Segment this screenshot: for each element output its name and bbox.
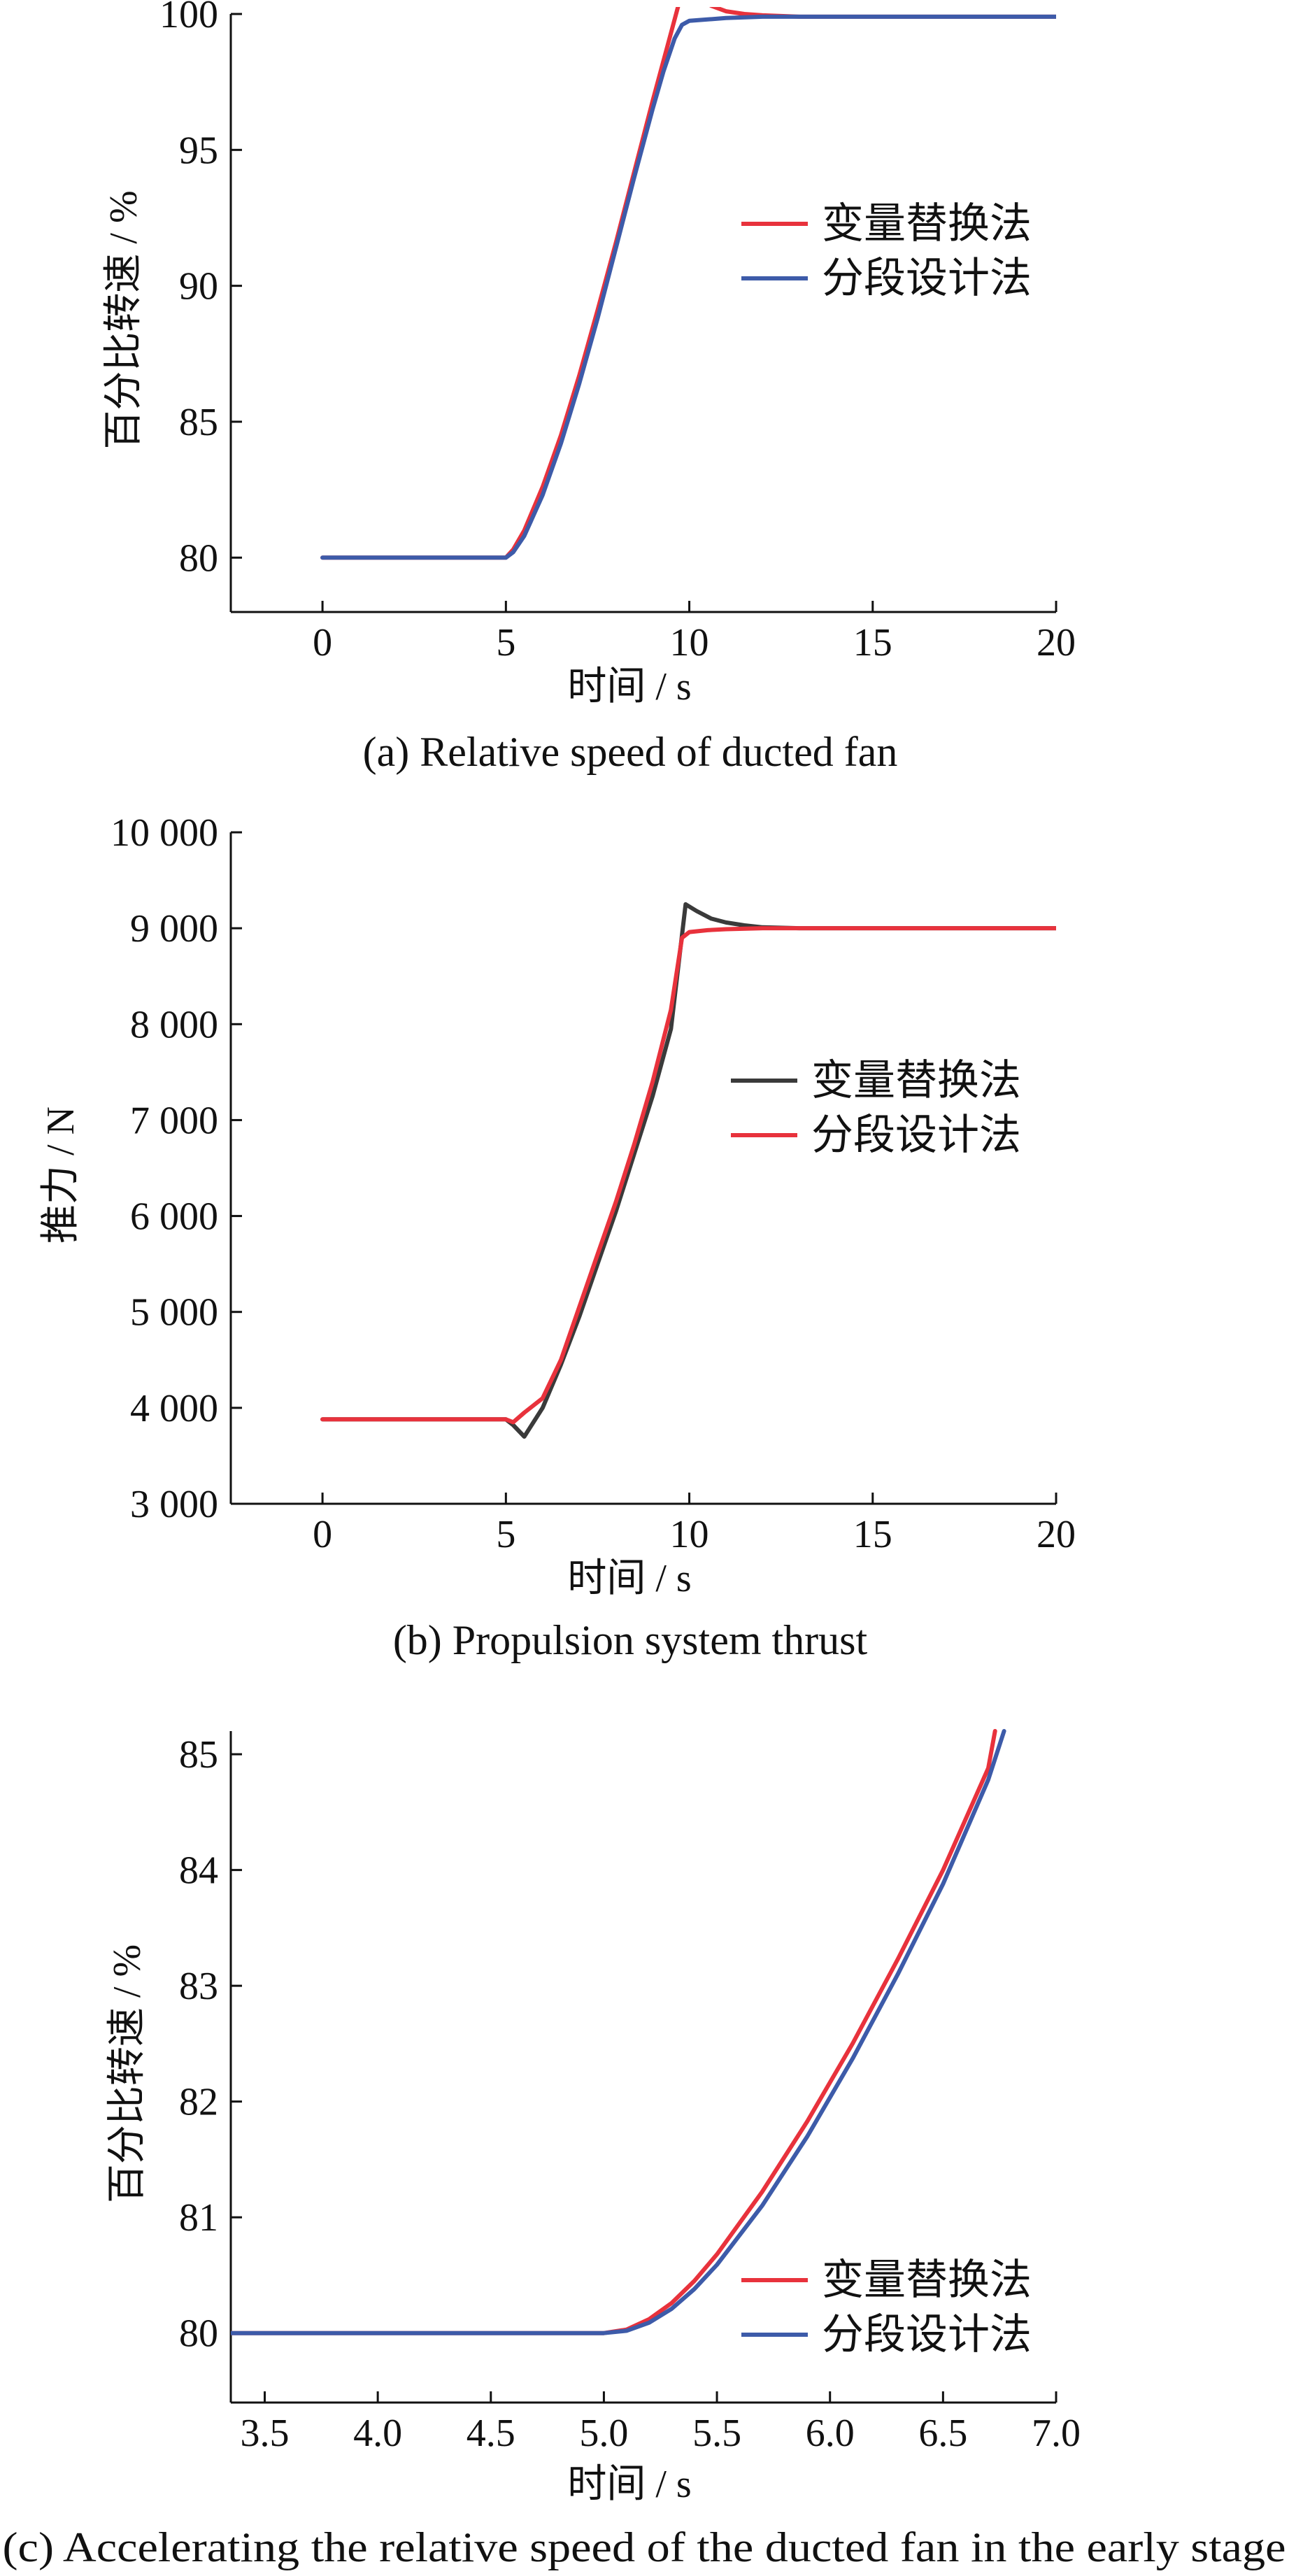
x-tick-label: 5: [496, 1513, 515, 1556]
figure-caption: (c) Accelerating the relative speed of t…: [3, 2524, 1286, 2570]
x-tick-label: 4.5: [467, 2412, 515, 2455]
legend-label-1: 变量替换法: [822, 2257, 1032, 2303]
y-tick-label: 90: [179, 265, 218, 308]
x-tick-label: 20: [1037, 1513, 1076, 1556]
x-tick-label: 6.5: [918, 2412, 967, 2455]
y-tick-label: 8 000: [130, 1003, 218, 1046]
y-tick-label: 100: [159, 0, 218, 36]
series-line-2: [231, 1729, 1006, 2335]
figure-caption: (b) Propulsion system thrust: [393, 1617, 868, 1663]
y-tick-label: 3 000: [130, 1483, 218, 1526]
series-line-1: [320, 902, 1056, 1439]
y-tick-label: 95: [179, 129, 218, 172]
x-tick-label: 3.5: [240, 2412, 289, 2455]
x-axis-label: 时间 / s: [567, 1557, 691, 1600]
y-axis-label: 百分比转速 / %: [106, 1944, 149, 2203]
chart-c: 3.5 4.0 4.5 5.0 5.5 6.0 6.5 7.0 80 81 82 83 84 85 变量替换…: [3, 1729, 1286, 2570]
y-tick-label: 7 000: [130, 1099, 218, 1142]
y-tick-label: 6 000: [130, 1195, 218, 1239]
x-tick-label: 7.0: [1032, 2412, 1081, 2455]
x-tick-label: 6.0: [806, 2412, 855, 2455]
x-tick-label: 5.0: [579, 2412, 628, 2455]
chart-panel-b: 0 5 10 15 20 3 000 4 000 5 000 6 000 7 000 8 000 9 …: [0, 797, 1289, 1665]
x-tick-label: 4.0: [353, 2412, 402, 2455]
x-tick-label: 0: [313, 1513, 332, 1556]
x-tick-label: 0: [313, 621, 332, 664]
y-tick-label: 10 000: [111, 811, 218, 855]
y-axis-label: 推力 / N: [39, 1106, 83, 1244]
x-axis-label: 时间 / s: [567, 2463, 691, 2506]
y-tick-label: 5 000: [130, 1291, 218, 1335]
x-tick-label: 15: [853, 1513, 892, 1556]
y-tick-label: 84: [179, 1849, 218, 1893]
y-tick-label: 80: [179, 2312, 218, 2356]
figure-caption: (a) Relative speed of ducted fan: [363, 729, 898, 775]
y-tick-label: 85: [179, 1733, 218, 1777]
y-tick-label: 81: [179, 2196, 218, 2240]
series-line-1: [320, 7, 1056, 560]
chart-panel-c: 3.5 4.0 4.5 5.0 5.5 6.0 6.5 7.0 80 81 82 83 84 85 变量替换…: [0, 1679, 1289, 2576]
chart-b: 0 5 10 15 20 3 000 4 000 5 000 6 000 7 000 8 000 9 …: [39, 811, 1076, 1663]
y-tick-label: 4 000: [130, 1387, 218, 1430]
series-line-1: [231, 1729, 997, 2335]
y-axis-label: 百分比转速 / %: [102, 190, 145, 449]
x-tick-label: 10: [670, 1513, 709, 1556]
x-tick-label: 5.5: [692, 2412, 741, 2455]
legend-label-1: 变量替换法: [822, 201, 1032, 247]
y-tick-label: 82: [179, 2081, 218, 2124]
y-tick-label: 83: [179, 1965, 218, 2008]
y-tick-label: 9 000: [130, 907, 218, 951]
series-line-2: [320, 14, 1056, 560]
x-tick-label: 15: [853, 621, 892, 664]
legend-label-1: 变量替换法: [811, 1058, 1021, 1104]
legend-label-2: 分段设计法: [822, 2312, 1032, 2358]
legend-label-2: 分段设计法: [811, 1112, 1021, 1158]
y-tick-label: 80: [179, 536, 218, 580]
x-tick-label: 20: [1037, 621, 1076, 664]
y-tick-label: 85: [179, 401, 218, 444]
x-axis-label: 时间 / s: [567, 665, 691, 709]
x-tick-label: 10: [670, 621, 709, 664]
series-line-2: [320, 926, 1056, 1425]
chart-panel-a: 0 5 10 15 20 80 85 90 95 100 变量替换法分段设计法时间 / s 百分比转速…: [0, 0, 1289, 783]
x-tick-label: 5: [496, 621, 515, 664]
legend-label-2: 分段设计法: [822, 255, 1032, 301]
